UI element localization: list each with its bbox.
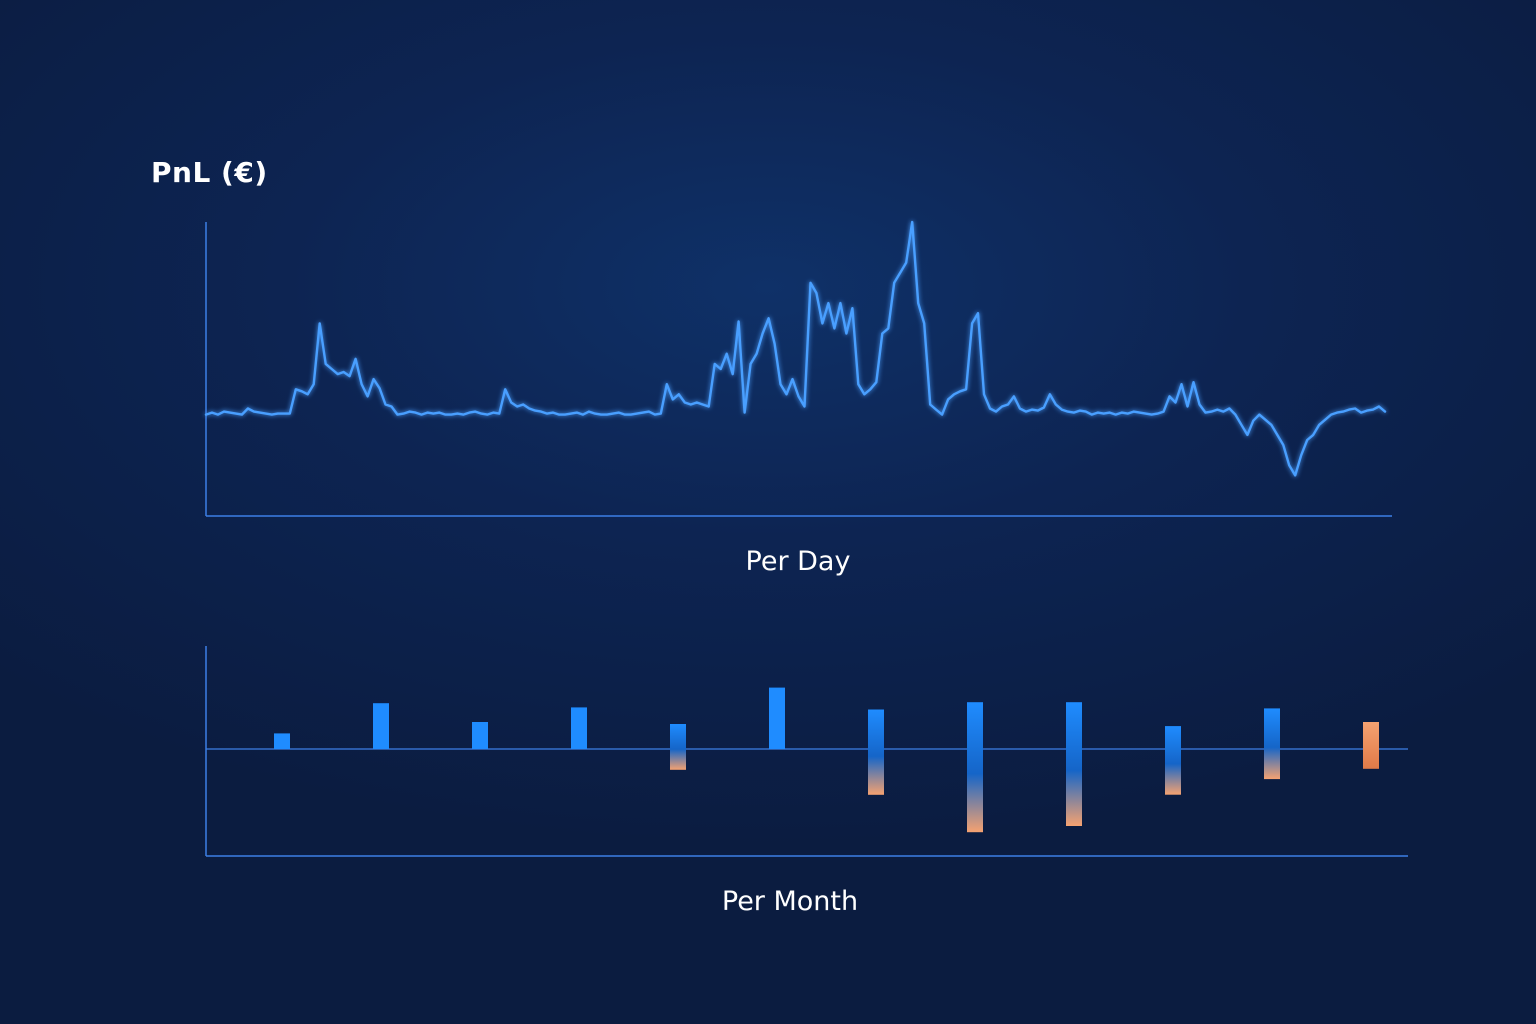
- monthly-bar-9: [1066, 702, 1082, 826]
- daily-chart-axes: [205, 222, 1392, 517]
- daily-series-1-line: [204, 220, 1387, 477]
- monthly-bar-12: [1363, 722, 1379, 769]
- daily-chart-lines: [204, 220, 1387, 477]
- y-axis-label: PnL (€): [151, 156, 268, 189]
- monthly-chart-caption: Per Month: [721, 886, 859, 917]
- monthly-bar-1: [274, 733, 290, 749]
- monthly-bar-7: [868, 709, 884, 795]
- monthly-bar-11: [1264, 708, 1280, 780]
- daily-chart-caption: Per Day: [745, 546, 851, 577]
- monthly-chart-axes: [205, 646, 1408, 857]
- monthly-bar-6: [769, 687, 785, 749]
- monthly-bar-4: [571, 707, 587, 749]
- monthly-bar-5: [670, 724, 686, 770]
- monthly-bar-10: [1165, 726, 1181, 795]
- monthly-bar-2: [373, 703, 389, 749]
- monthly-bar-8: [967, 702, 983, 833]
- monthly-bar-3: [472, 722, 488, 749]
- monthly-chart-bars: [274, 687, 1379, 833]
